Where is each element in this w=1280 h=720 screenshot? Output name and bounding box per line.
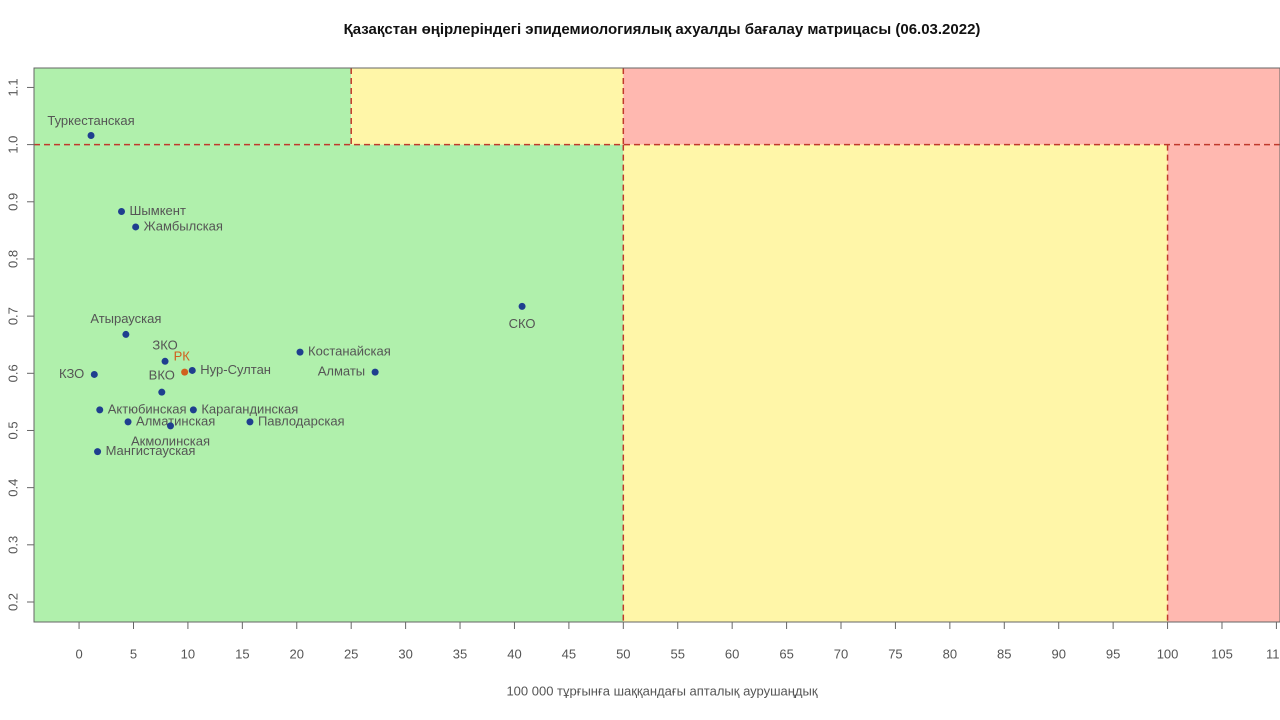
x-tick-label: 30 <box>398 646 412 661</box>
y-tick-label: 0.5 <box>5 421 20 439</box>
point-label: СКО <box>509 316 536 331</box>
point <box>87 131 95 139</box>
x-tick-label: 5 <box>130 646 137 661</box>
point-label: Жамбылская <box>144 218 223 233</box>
point <box>518 302 526 310</box>
x-tick-label: 10 <box>181 646 195 661</box>
x-tick-label: 0 <box>75 646 82 661</box>
point <box>96 406 104 414</box>
point-label: ВКО <box>149 368 175 383</box>
point <box>189 406 197 414</box>
point-label: Карагандинская <box>201 401 298 416</box>
point <box>94 448 102 456</box>
point <box>124 418 132 426</box>
point-label: Костанайская <box>308 344 391 359</box>
x-tick-label: 15 <box>235 646 249 661</box>
zone <box>623 144 1168 622</box>
point-label: Актюбинская <box>108 401 187 416</box>
point <box>166 422 174 430</box>
point-label: Атырауская <box>90 311 161 326</box>
x-tick-label: 75 <box>888 646 902 661</box>
point-label: Алматы <box>318 364 365 379</box>
zone <box>34 68 352 145</box>
point-label: Нур-Султан <box>200 362 271 377</box>
zone <box>351 68 624 145</box>
x-tick-label: 20 <box>290 646 304 661</box>
point <box>371 368 379 376</box>
x-tick-label: 55 <box>671 646 685 661</box>
x-tick-label: 35 <box>453 646 467 661</box>
chart-title: Қазақстан өңірлеріндегі эпидемиологиялық… <box>344 21 981 38</box>
point-label: КЗО <box>59 366 84 381</box>
y-tick-label: 0.7 <box>5 307 20 325</box>
zone <box>1167 144 1280 622</box>
point <box>122 330 130 338</box>
point <box>90 370 98 378</box>
plot-frame <box>33 67 1280 623</box>
y-tick-label: 1.0 <box>5 136 20 154</box>
x-tick-label: 80 <box>943 646 957 661</box>
y-tick-label: 0.2 <box>5 593 20 611</box>
point <box>296 348 304 356</box>
x-tick-label: 40 <box>507 646 521 661</box>
x-tick-label: 110 <box>1266 646 1280 661</box>
x-tick-label: 25 <box>344 646 358 661</box>
zone <box>623 68 1280 145</box>
point <box>158 388 166 396</box>
y-tick-label: 0.4 <box>5 479 20 497</box>
point <box>118 208 126 216</box>
x-tick-label: 50 <box>616 646 630 661</box>
x-tick-label: 90 <box>1051 646 1065 661</box>
point <box>132 223 140 231</box>
x-tick-label: 70 <box>834 646 848 661</box>
point-label: Акмолинская <box>131 433 210 448</box>
x-tick-label: 65 <box>779 646 793 661</box>
x-tick-label: 105 <box>1211 646 1233 661</box>
y-tick-label: 0.8 <box>5 250 20 268</box>
point-label: Алматинская <box>136 413 215 428</box>
point-label: Туркестанская <box>47 113 134 128</box>
point <box>246 418 254 426</box>
point-label: Павлодарская <box>258 413 345 428</box>
y-tick-label: 0.6 <box>5 364 20 382</box>
y-tick-label: 1.1 <box>5 78 20 96</box>
point-label: Мангистауская <box>106 443 196 458</box>
x-tick-label: 95 <box>1106 646 1120 661</box>
y-tick-label: 0.3 <box>5 536 20 554</box>
point-label: РК <box>174 349 191 364</box>
point <box>161 357 169 365</box>
point <box>188 366 196 374</box>
point-label: Шымкент <box>130 203 186 218</box>
x-tick-label: 45 <box>562 646 576 661</box>
y-tick-label: 0.9 <box>5 193 20 211</box>
point-label: ЗКО <box>152 338 177 353</box>
x-tick-label: 60 <box>725 646 739 661</box>
x-tick-label: 85 <box>997 646 1011 661</box>
point <box>181 368 189 376</box>
zone <box>34 144 624 622</box>
x-axis-label: 100 000 тұрғынға шаққандағы апталық ауру… <box>506 683 817 698</box>
x-tick-label: 100 <box>1157 646 1179 661</box>
